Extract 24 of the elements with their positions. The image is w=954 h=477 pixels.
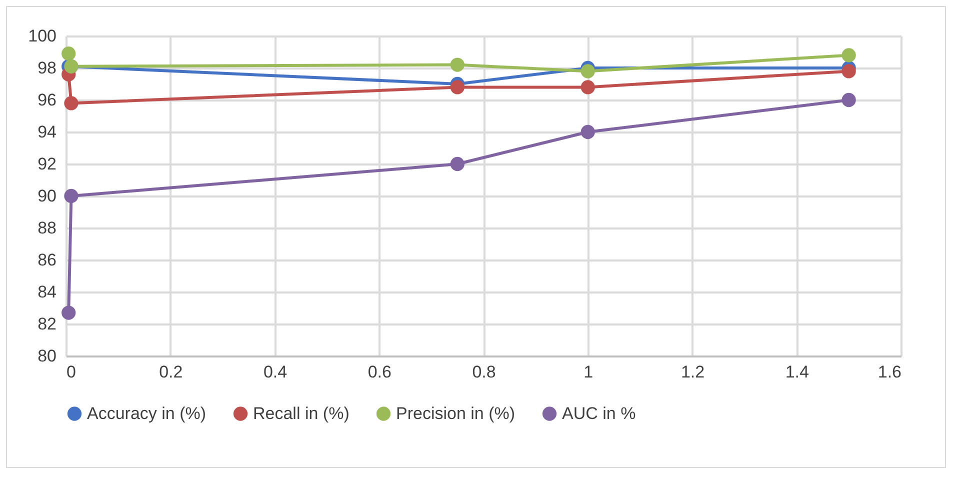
legend-label: AUC in % [562,404,636,423]
x-tick-label: 0 [66,362,76,382]
legend-label: Precision in (%) [396,404,516,423]
legend-label: Accuracy in (%) [87,404,206,423]
y-tick-label: 100 [28,26,56,46]
x-tick-label: 1.6 [878,362,902,382]
y-tick-label: 80 [38,346,56,366]
y-tick-label: 92 [38,154,56,174]
y-tick-label: 84 [38,282,56,302]
y-tick-label: 98 [38,58,56,78]
x-tick-label: 0.8 [472,362,496,382]
x-tick-label: 1.2 [680,362,705,382]
x-tick-label: 1.4 [785,362,809,382]
x-tick-label: 0.4 [263,362,288,382]
x-tick-label: 0.6 [368,362,392,382]
y-tick-label: 96 [38,90,56,110]
y-tick-label: 88 [38,218,56,238]
y-tick-label: 82 [38,314,56,334]
legend-label: Recall in (%) [253,404,350,423]
y-tick-label: 86 [38,250,56,270]
x-tick-label: 0.2 [159,362,183,382]
x-tick-label: 1 [584,362,594,382]
y-tick-label: 90 [38,186,56,206]
y-tick-label: 94 [38,122,56,142]
